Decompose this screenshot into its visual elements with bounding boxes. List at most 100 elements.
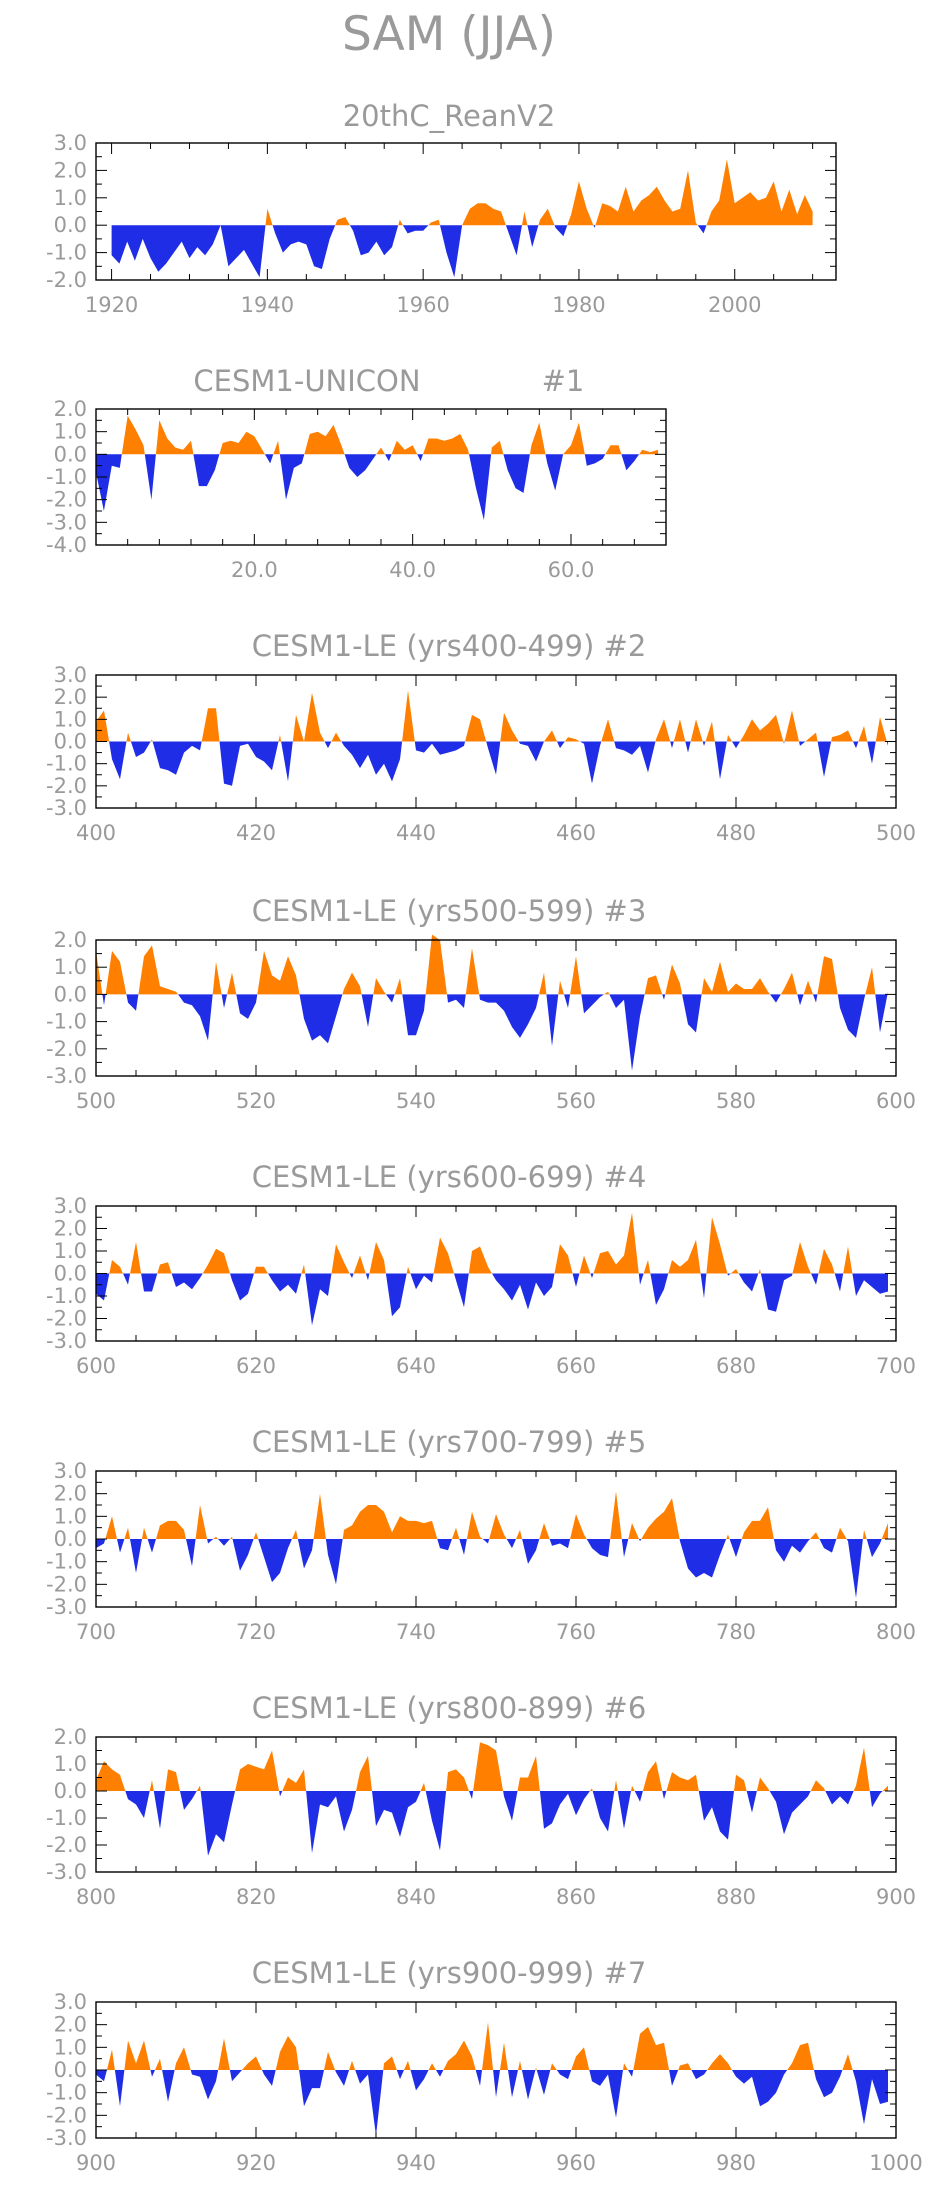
negative-area [162, 2070, 175, 2102]
panel-title: 20thC_ReanV2 [343, 99, 556, 133]
negative-area [837, 994, 866, 1038]
negative-area [522, 1539, 540, 1564]
negative-area [702, 741, 706, 746]
negative-area [402, 994, 426, 1036]
x-tick-label: 780 [716, 1620, 756, 1644]
panel-7: -3.0 -2.0 -1.0 0.0 1.0 2.0 800 820 840 860 880 900 C… [46, 1691, 916, 1909]
y-tick-label: 1.0 [54, 420, 87, 444]
negative-area [769, 1791, 811, 1835]
positive-area [121, 415, 145, 455]
figure-title: SAM (JJA) [342, 7, 556, 62]
negative-area [125, 1791, 150, 1818]
positive-area [335, 217, 350, 226]
x-tick-label: 520 [236, 1089, 276, 1113]
negative-area [650, 1273, 669, 1305]
y-tick-label: -2.0 [46, 1833, 87, 1857]
positive-area [428, 2063, 436, 2070]
y-tick-label: 2.0 [54, 1725, 87, 1749]
negative-area [549, 1539, 571, 1549]
x-tick-label: 580 [716, 1089, 756, 1113]
negative-area [109, 741, 127, 780]
positive-area [331, 1244, 350, 1274]
negative-area [218, 1539, 230, 1546]
x-tick-label: 640 [396, 1354, 436, 1378]
x-tick-label: 440 [396, 821, 436, 845]
positive-area [522, 211, 528, 226]
negative-area [272, 225, 336, 269]
negative-area [669, 2070, 679, 2086]
negative-area [469, 1791, 474, 1800]
panel-run-label: #1 [542, 364, 585, 398]
positive-area [402, 690, 415, 742]
positive-area [142, 1527, 148, 1539]
positive-area [865, 967, 876, 995]
positive-area [843, 1246, 853, 1274]
positive-area [425, 934, 447, 995]
negative-area [305, 1273, 332, 1326]
negative-area [425, 1791, 447, 1851]
panel-title: CESM1-UNICON [193, 364, 420, 398]
negative-area [492, 1273, 555, 1310]
x-tick-label: 480 [716, 821, 756, 845]
negative-area [508, 2070, 518, 2098]
x-tick-label: 820 [236, 1885, 276, 1909]
negative-area [171, 1273, 203, 1290]
positive-area [301, 1264, 306, 1274]
positive-area [882, 1785, 888, 1791]
negative-area [536, 2070, 551, 2095]
panel-2: -4.0-3.0-2.0-1.00.01.02.0 20.0 40.0 60.0 CES… [46, 364, 667, 582]
negative-area [207, 1539, 214, 1544]
negative-area [262, 2070, 276, 2086]
x-tick-label: 720 [236, 1620, 276, 1644]
negative-area [590, 1273, 594, 1278]
positive-area [420, 1782, 426, 1791]
y-tick-label: 2.0 [54, 685, 87, 709]
y-tick-label: -2.0 [46, 1307, 87, 1331]
y-tick-label: 0.0 [54, 2058, 87, 2082]
x-tick-label: 400 [76, 821, 116, 845]
negative-area [258, 1539, 292, 1583]
positive-area [230, 1536, 233, 1539]
y-tick-label: 3.0 [54, 131, 87, 155]
positive-area [491, 440, 504, 455]
negative-area [628, 2070, 634, 2077]
negative-area [817, 741, 832, 777]
negative-area [685, 741, 691, 753]
negative-area [281, 741, 293, 782]
x-tick-label: 600 [876, 1089, 916, 1113]
positive-area [538, 208, 555, 226]
negative-area [349, 225, 399, 256]
negative-area [729, 1539, 742, 1558]
positive-area [165, 1769, 180, 1791]
negative-area [152, 741, 202, 775]
positive-area [126, 732, 131, 742]
negative-area [797, 994, 804, 1006]
positive-area [96, 710, 110, 742]
positive-area [313, 1493, 326, 1539]
negative-area [361, 994, 374, 1027]
positive-area [563, 422, 585, 455]
positive-area [376, 447, 385, 455]
y-tick-label: 2.0 [54, 928, 87, 952]
negative-area [417, 454, 423, 462]
negative-area [617, 1791, 631, 1829]
positive-area [633, 2026, 670, 2070]
y-tick-label: 1.0 [54, 1504, 87, 1528]
positive-area [404, 2060, 411, 2070]
negative-area [279, 1791, 283, 1797]
panel-title: CESM1-LE (yrs900-999) #7 [252, 1956, 647, 1990]
negative-area [486, 741, 501, 775]
positive-area [593, 1212, 639, 1274]
x-tick-label: 660 [556, 1354, 596, 1378]
x-tick-label: 700 [76, 1620, 116, 1644]
positive-area [810, 1780, 826, 1791]
x-tick-label: 540 [396, 1089, 436, 1113]
positive-area [564, 737, 580, 742]
positive-area [734, 1774, 747, 1791]
positive-area [130, 1242, 142, 1274]
negative-area [385, 1273, 407, 1317]
positive-area [641, 1498, 680, 1539]
negative-area [268, 1273, 302, 1294]
positive-area [887, 991, 888, 995]
negative-area [447, 994, 466, 1008]
